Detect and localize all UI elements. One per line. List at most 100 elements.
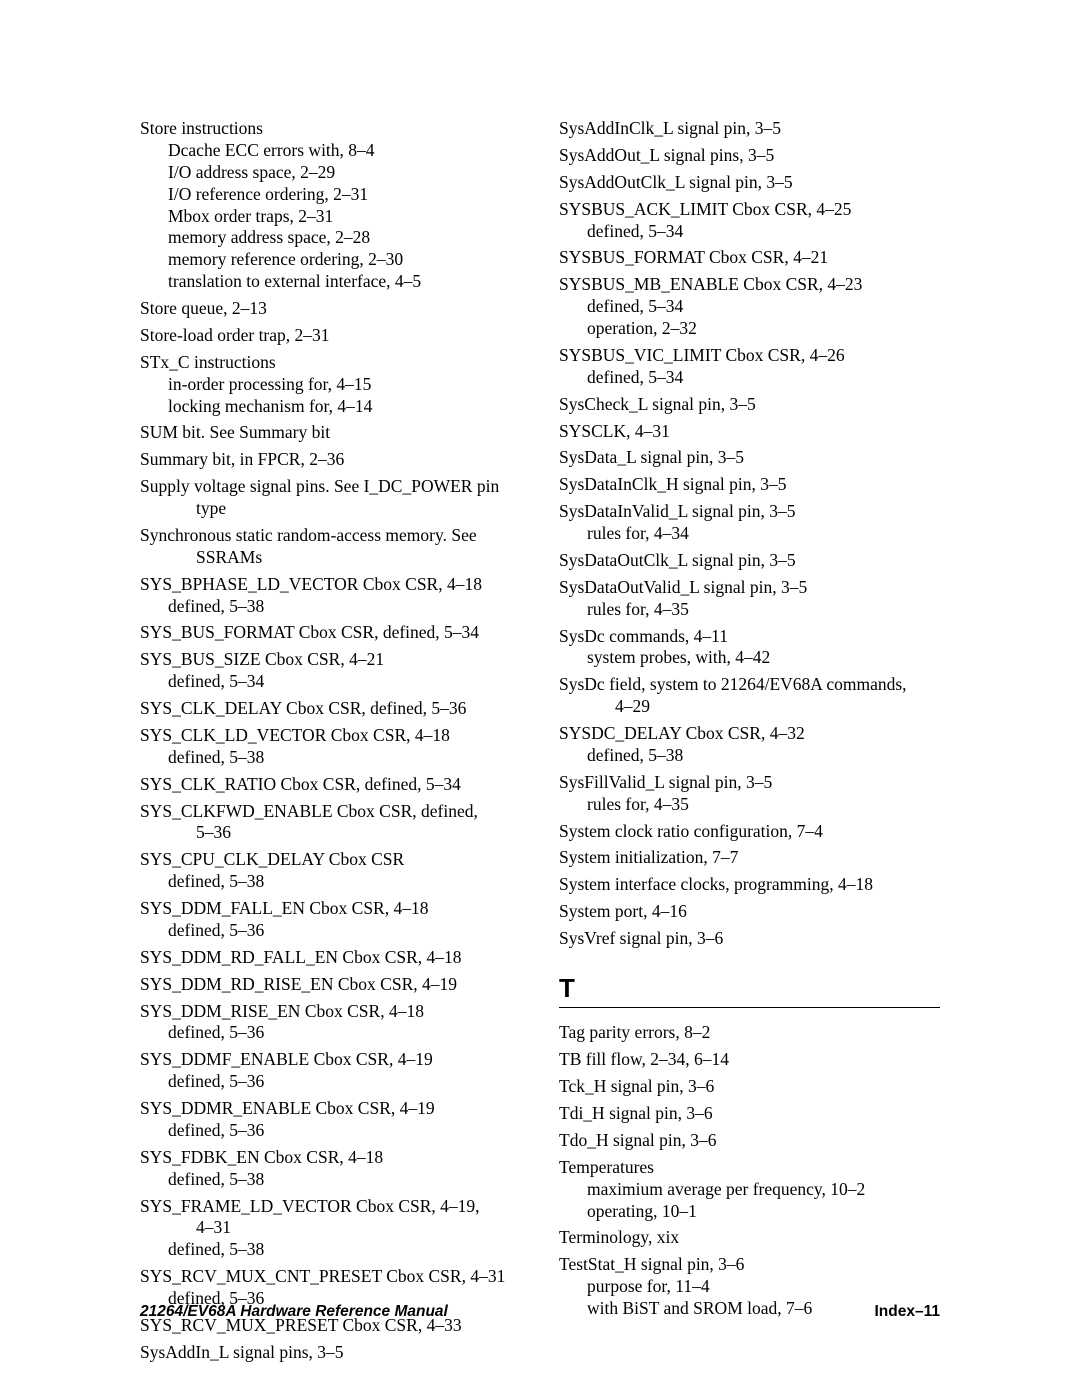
- index-entry-sub: defined, 5–34: [559, 221, 940, 243]
- index-entry: SYS_DDM_FALL_EN Cbox CSR, 4–18defined, 5…: [140, 898, 521, 942]
- index-entry-sub: memory reference ordering, 2–30: [140, 249, 521, 271]
- index-entry-sub: locking mechanism for, 4–14: [140, 396, 521, 418]
- index-entry-main: System interface clocks, programming, 4–…: [559, 874, 940, 896]
- index-entry: Store instructionsDcache ECC errors with…: [140, 118, 521, 293]
- index-entry-sub: defined, 5–38: [559, 745, 940, 767]
- index-entry: Supply voltage signal pins. See I_DC_POW…: [140, 476, 521, 520]
- index-entry-sub: rules for, 4–35: [559, 599, 940, 621]
- index-entry-sub: rules for, 4–35: [559, 794, 940, 816]
- index-entry-main: SYS_CLK_DELAY Cbox CSR, defined, 5–36: [140, 698, 521, 720]
- index-entry-main: SYS_DDMR_ENABLE Cbox CSR, 4–19: [140, 1098, 521, 1120]
- index-entry: SysFillValid_L signal pin, 3–5rules for,…: [559, 772, 940, 816]
- index-entry-main: Summary bit, in FPCR, 2–36: [140, 449, 521, 471]
- index-entry: Store-load order trap, 2–31: [140, 325, 521, 347]
- index-entry-main: Terminology, xix: [559, 1227, 940, 1249]
- index-entry: SysDataOutValid_L signal pin, 3–5rules f…: [559, 577, 940, 621]
- index-entry-main: SYSCLK, 4–31: [559, 421, 940, 443]
- index-entry: Store queue, 2–13: [140, 298, 521, 320]
- index-entry: Terminology, xix: [559, 1227, 940, 1249]
- index-entry-main: SysDataInClk_H signal pin, 3–5: [559, 474, 940, 496]
- index-entry-main: SysFillValid_L signal pin, 3–5: [559, 772, 940, 794]
- index-entry-main: SYSDC_DELAY Cbox CSR, 4–32: [559, 723, 940, 745]
- index-entry-main: SYSBUS_FORMAT Cbox CSR, 4–21: [559, 247, 940, 269]
- index-entry: SYSBUS_ACK_LIMIT Cbox CSR, 4–25defined, …: [559, 199, 940, 243]
- index-entry-main: SysAddIn_L signal pins, 3–5: [140, 1342, 521, 1364]
- index-entry-sub: operation, 2–32: [559, 318, 940, 340]
- index-entry-main: SYS_RCV_MUX_CNT_PRESET Cbox CSR, 4–31: [140, 1266, 521, 1288]
- index-entry: Tck_H signal pin, 3–6: [559, 1076, 940, 1098]
- index-entry-main: System initialization, 7–7: [559, 847, 940, 869]
- index-entry: SYS_CLK_RATIO Cbox CSR, defined, 5–34: [140, 774, 521, 796]
- index-entry-sub: defined, 5–38: [140, 747, 521, 769]
- index-entry-sub: maximium average per frequency, 10–2: [559, 1179, 940, 1201]
- index-entry: SYS_CPU_CLK_DELAY Cbox CSRdefined, 5–38: [140, 849, 521, 893]
- index-entry: SysData_L signal pin, 3–5: [559, 447, 940, 469]
- index-entry-sub: defined, 5–34: [140, 671, 521, 693]
- index-entry-main: SYS_FDBK_EN Cbox CSR, 4–18: [140, 1147, 521, 1169]
- index-entry-main: SYS_CLK_LD_VECTOR Cbox CSR, 4–18: [140, 725, 521, 747]
- index-entry: System interface clocks, programming, 4–…: [559, 874, 940, 896]
- index-entry: Summary bit, in FPCR, 2–36: [140, 449, 521, 471]
- index-entry-main: SYS_DDM_RD_FALL_EN Cbox CSR, 4–18: [140, 947, 521, 969]
- index-entry: SYS_DDM_RD_RISE_EN Cbox CSR, 4–19: [140, 974, 521, 996]
- index-entry-main: Temperatures: [559, 1157, 940, 1179]
- index-entry-main: TestStat_H signal pin, 3–6: [559, 1254, 940, 1276]
- index-entry-main: SysDc field, system to 21264/EV68A comma…: [559, 674, 940, 696]
- right-column: SysAddInClk_L signal pin, 3–5 SysAddOut_L…: [559, 118, 940, 1369]
- index-entry-main: Store queue, 2–13: [140, 298, 521, 320]
- index-entry-continuation: 5–36: [140, 822, 521, 844]
- index-entry: Temperaturesmaximium average per frequen…: [559, 1157, 940, 1223]
- index-entry: SysVref signal pin, 3–6: [559, 928, 940, 950]
- index-entry-sub: memory address space, 2–28: [140, 227, 521, 249]
- index-entry-main: SYS_BUS_FORMAT Cbox CSR, defined, 5–34: [140, 622, 521, 644]
- index-entry: SysAddOutClk_L signal pin, 3–5: [559, 172, 940, 194]
- index-entry-sub: defined, 5–34: [559, 367, 940, 389]
- index-entry-main: Tdo_H signal pin, 3–6: [559, 1130, 940, 1152]
- index-entry-continuation: 4–31: [140, 1217, 521, 1239]
- index-entry-continuation: SSRAMs: [140, 547, 521, 569]
- index-entry: System initialization, 7–7: [559, 847, 940, 869]
- index-entry: System port, 4–16: [559, 901, 940, 923]
- index-entry: SYS_BUS_SIZE Cbox CSR, 4–21defined, 5–34: [140, 649, 521, 693]
- index-entry-main: SysData_L signal pin, 3–5: [559, 447, 940, 469]
- index-entry-sub: translation to external interface, 4–5: [140, 271, 521, 293]
- footer-page-number: Index–11: [875, 1303, 941, 1321]
- index-entry-sub: defined, 5–38: [140, 596, 521, 618]
- index-entry-main: Synchronous static random-access memory.…: [140, 525, 521, 547]
- index-entry-sub: system probes, with, 4–42: [559, 647, 940, 669]
- index-entry-sub: I/O reference ordering, 2–31: [140, 184, 521, 206]
- page-footer: 21264/EV68A Hardware Reference Manual In…: [140, 1303, 940, 1321]
- index-entry: SysCheck_L signal pin, 3–5: [559, 394, 940, 416]
- index-entry: SYS_CLKFWD_ENABLE Cbox CSR, defined,5–36: [140, 801, 521, 845]
- index-entry-main: SysVref signal pin, 3–6: [559, 928, 940, 950]
- index-entry-main: SYS_BPHASE_LD_VECTOR Cbox CSR, 4–18: [140, 574, 521, 596]
- index-entry-main: Tdi_H signal pin, 3–6: [559, 1103, 940, 1125]
- index-entry-sub: defined, 5–38: [140, 871, 521, 893]
- index-entry: Synchronous static random-access memory.…: [140, 525, 521, 569]
- index-entry-main: SysAddOut_L signal pins, 3–5: [559, 145, 940, 167]
- index-entry: TB fill flow, 2–34, 6–14: [559, 1049, 940, 1071]
- index-entry-main: SYSBUS_VIC_LIMIT Cbox CSR, 4–26: [559, 345, 940, 367]
- index-entry: Tdo_H signal pin, 3–6: [559, 1130, 940, 1152]
- index-entry: SYS_FDBK_EN Cbox CSR, 4–18defined, 5–38: [140, 1147, 521, 1191]
- index-entry-sub: Dcache ECC errors with, 8–4: [140, 140, 521, 162]
- index-entry: SYSCLK, 4–31: [559, 421, 940, 443]
- index-entry-sub: defined, 5–38: [140, 1169, 521, 1191]
- index-entry: SysAddInClk_L signal pin, 3–5: [559, 118, 940, 140]
- index-entry-main: SUM bit. See Summary bit: [140, 422, 521, 444]
- index-entry: Tdi_H signal pin, 3–6: [559, 1103, 940, 1125]
- index-entry-sub: operating, 10–1: [559, 1201, 940, 1223]
- index-entry: SYS_DDMF_ENABLE Cbox CSR, 4–19defined, 5…: [140, 1049, 521, 1093]
- index-entry-main: SYS_CPU_CLK_DELAY Cbox CSR: [140, 849, 521, 871]
- index-entry-main: SYSBUS_MB_ENABLE Cbox CSR, 4–23: [559, 274, 940, 296]
- index-entry-main: SysAddInClk_L signal pin, 3–5: [559, 118, 940, 140]
- index-entry-sub: purpose for, 11–4: [559, 1276, 940, 1298]
- section-heading-t: T: [559, 972, 940, 1005]
- index-entry-main: System port, 4–16: [559, 901, 940, 923]
- index-entry-main: Tag parity errors, 8–2: [559, 1022, 940, 1044]
- index-entry-sub: I/O address space, 2–29: [140, 162, 521, 184]
- index-entry-main: SysDataOutClk_L signal pin, 3–5: [559, 550, 940, 572]
- index-entry-main: SysAddOutClk_L signal pin, 3–5: [559, 172, 940, 194]
- index-entry: Tag parity errors, 8–2: [559, 1022, 940, 1044]
- index-entry-sub: defined, 5–36: [140, 1120, 521, 1142]
